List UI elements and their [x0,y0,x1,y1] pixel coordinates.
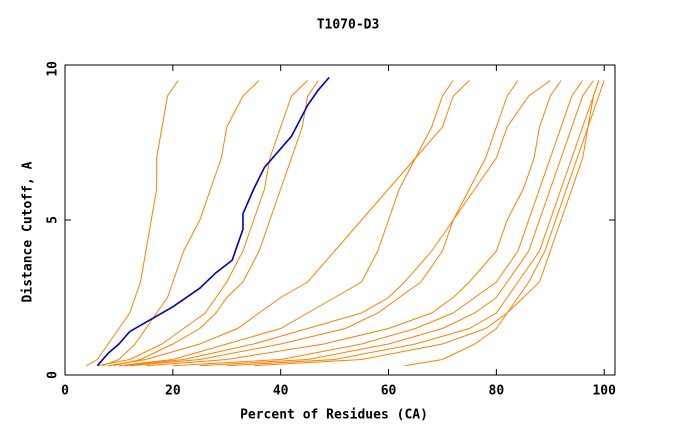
x-tick-label: 20 [165,384,181,399]
series-line [97,80,308,367]
series-line [118,80,454,367]
series-line [404,80,605,367]
lines [86,76,605,367]
series-line [96,76,330,367]
x-tick-label: 40 [273,384,289,399]
series-line [145,80,562,367]
x-tick-label: 80 [489,384,505,399]
x-tick-label: 100 [592,384,616,399]
y-tick-label: 10 [46,61,61,77]
y-axis-label: Distance Cutoff, A [21,161,36,302]
plot-frame [64,64,616,376]
series-line [172,80,584,367]
series-line [102,80,260,367]
series-line [199,80,594,367]
x-axis-label: Percent of Residues (CA) [240,408,428,423]
y-tick-label: 5 [46,216,61,224]
series-line [253,80,600,367]
series-line [113,80,319,367]
series-line [124,80,551,367]
y-tick-label: 0 [46,371,61,379]
series-line [108,80,470,367]
series-line [129,80,519,367]
series-line [226,80,600,367]
series-line [86,80,179,367]
x-tick-label: 60 [381,384,397,399]
x-tick-label: 0 [61,384,69,399]
chart-title: T1070-D3 [317,18,380,33]
